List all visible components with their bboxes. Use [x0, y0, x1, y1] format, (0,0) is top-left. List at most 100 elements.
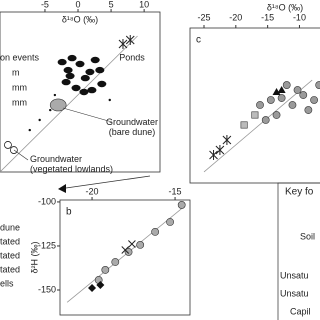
reference-line: [0, 35, 138, 173]
plot-frame: [59, 199, 191, 316]
y-tick-label: -125: [38, 240, 56, 250]
point: [80, 74, 90, 82]
point: [4, 141, 12, 149]
point: [310, 96, 318, 104]
x-tick-label: 5: [109, 0, 114, 9]
point: [49, 108, 52, 112]
point: [97, 80, 107, 88]
annotation: Groundwater (vegetated lowlands): [30, 154, 113, 174]
y-axis-label: δ²H (‰): [29, 241, 39, 273]
legend-fragment: dune: [0, 222, 20, 232]
annotation-line: (vegetated lowlands): [30, 164, 113, 174]
point: [125, 35, 135, 45]
x-axis-label: δ¹⁸O (‰): [62, 14, 98, 24]
legend-fragment: m: [12, 67, 20, 77]
point: [136, 241, 145, 249]
point: [88, 284, 97, 293]
point: [288, 101, 297, 109]
point: [261, 116, 270, 124]
x-tick-label: -25: [197, 12, 210, 22]
annotation-line: Groundwater: [106, 117, 158, 127]
legend-fragment: mm: [12, 82, 27, 92]
x-tick-label: -20: [86, 186, 99, 196]
point: [240, 121, 248, 129]
x-tick-label: 10: [139, 0, 149, 9]
point: [282, 81, 291, 89]
key-item: Soil: [300, 231, 315, 241]
point: [67, 54, 77, 62]
pointer-line: [65, 175, 151, 189]
plot-frame: [0, 11, 161, 173]
panel-label: c: [196, 35, 201, 46]
point: [65, 72, 75, 80]
point: [128, 240, 136, 248]
point: [272, 111, 281, 119]
point: [209, 150, 218, 161]
annotation-line: Groundwater: [30, 154, 82, 164]
reference-line: [203, 79, 313, 173]
point: [108, 98, 111, 102]
legend-fragment: tated: [0, 250, 20, 260]
legend-fragment: mm: [12, 97, 27, 107]
point: [38, 118, 41, 122]
point: [79, 88, 89, 96]
annotation-leader: [13, 149, 29, 161]
x-tick-label: -10: [293, 12, 306, 22]
point: [124, 248, 133, 256]
point: [293, 86, 302, 94]
point: [151, 227, 160, 236]
key-item: Unsatu: [280, 288, 309, 298]
annotation: Ponds: [119, 52, 145, 62]
y-tick-label: -100: [38, 196, 56, 206]
point: [28, 128, 31, 132]
annotation-leader: [62, 107, 113, 123]
point: [177, 201, 186, 209]
point: [101, 266, 110, 274]
key-item: Unsatu: [280, 270, 309, 280]
reference-line: [66, 206, 184, 303]
point: [315, 81, 320, 89]
panel-label: b: [66, 207, 72, 218]
annotation-line: (bare dune): [109, 127, 156, 137]
point: [63, 66, 73, 74]
key-title: Key fo: [285, 187, 314, 198]
point: [272, 88, 281, 96]
point: [87, 86, 97, 94]
point: [121, 246, 130, 254]
plot-frame: [189, 27, 320, 184]
point: [266, 96, 275, 104]
point: [256, 101, 264, 109]
point: [49, 98, 67, 112]
x-tick-label: 0: [76, 0, 81, 9]
point: [118, 39, 128, 49]
pointer-arrow: [58, 184, 66, 193]
point: [9, 146, 18, 154]
point: [111, 258, 120, 266]
point: [251, 111, 259, 119]
point: [166, 218, 174, 226]
point: [215, 144, 225, 155]
x-tick-label: -5: [41, 0, 49, 9]
point: [96, 281, 105, 290]
point: [95, 66, 105, 74]
point: [304, 106, 313, 114]
point: [85, 68, 95, 76]
x-axis-label: δ¹⁸O (‰): [267, 2, 303, 12]
point: [71, 84, 81, 92]
legend-fragment: tated: [0, 236, 20, 246]
annotation: Groundwater (bare dune): [106, 117, 158, 137]
point: [61, 78, 71, 86]
x-tick-label: -15: [261, 12, 274, 22]
point: [277, 94, 286, 102]
point: [222, 134, 232, 145]
point: [90, 56, 100, 64]
x-tick-label: -15: [169, 186, 182, 196]
point: [57, 58, 67, 66]
x-tick-label: -20: [229, 12, 242, 22]
legend-fragment: tated: [0, 264, 20, 274]
point: [75, 60, 85, 68]
point: [277, 86, 286, 93]
legend-fragment: ells: [0, 278, 14, 288]
key-item: Capil: [290, 306, 311, 316]
